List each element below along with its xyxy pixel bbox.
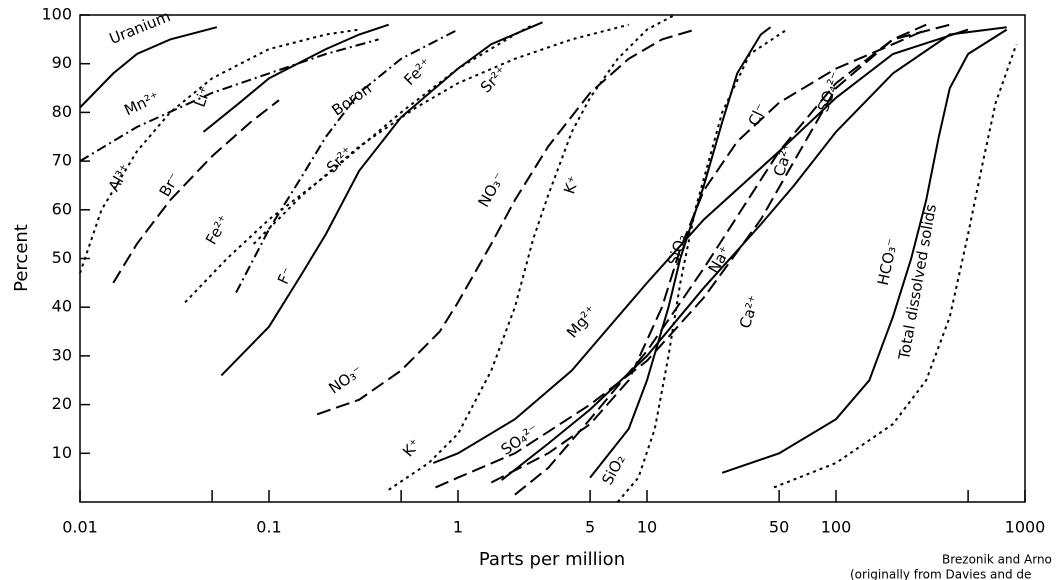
data-line xyxy=(432,28,969,464)
curve-label: Al³⁺ xyxy=(105,161,135,195)
data-line xyxy=(202,23,390,133)
data-line xyxy=(514,23,951,496)
curve-label: Boron xyxy=(329,80,375,120)
data-line xyxy=(721,28,1008,474)
x-tick-label: 10 xyxy=(637,518,657,537)
data-line xyxy=(220,21,543,377)
data-line xyxy=(79,28,360,274)
curve-label: Ca²⁺ xyxy=(736,293,764,331)
data-line xyxy=(79,38,379,162)
data-line xyxy=(435,23,927,489)
curve-label: NO₃⁻ xyxy=(475,169,509,210)
x-tick-label: 100 xyxy=(821,518,852,537)
x-tick-label: 0.01 xyxy=(62,518,98,537)
curve-label: K⁺ xyxy=(399,435,424,460)
y-tick-label: 100 xyxy=(41,5,72,24)
y-tick-label: 40 xyxy=(52,297,72,316)
x-axis-label: Parts per million xyxy=(479,549,625,570)
curve-label: K⁺ xyxy=(560,174,583,196)
y-tick-label: 50 xyxy=(52,248,72,267)
x-tick-label: 0.1 xyxy=(256,518,281,537)
data-line xyxy=(616,28,788,503)
data-line xyxy=(79,26,218,109)
data-line xyxy=(252,23,629,245)
x-tick-label: 50 xyxy=(769,518,789,537)
curve-label: Sr²⁺ xyxy=(477,63,511,97)
data-line xyxy=(235,28,459,294)
y-tick-label: 10 xyxy=(52,443,72,462)
curve-label: Mn²⁺ xyxy=(121,88,162,120)
data-line xyxy=(388,14,676,491)
curve-label: Ca²⁺ xyxy=(770,141,798,179)
y-tick-label: 60 xyxy=(52,199,72,218)
data-line xyxy=(112,99,280,284)
curve-label: SiO₂ xyxy=(664,232,691,268)
y-tick-label: 20 xyxy=(52,394,72,413)
y-tick-label: 70 xyxy=(52,151,72,170)
data-line xyxy=(773,43,1018,489)
curve-label: SiO₂ xyxy=(598,452,629,488)
curve-label: Mg²⁺ xyxy=(563,302,600,341)
curve-label: Total dissolved solids xyxy=(895,203,940,362)
y-tick-label: 30 xyxy=(52,345,72,364)
x-tick-label: 5 xyxy=(585,518,595,537)
curve-label: Sr²⁺ xyxy=(323,143,357,177)
curve-label: Fe²⁺ xyxy=(400,54,435,89)
x-tick-label: 1 xyxy=(453,518,463,537)
data-line xyxy=(316,28,696,416)
curve-label: Li⁺ xyxy=(191,84,215,109)
curve-label: Fe²⁺ xyxy=(202,212,233,248)
source-text: (originally from Davies and de xyxy=(850,568,1031,580)
data-line xyxy=(500,26,1007,481)
curve-label: NO₃⁻ xyxy=(325,362,366,398)
x-tick-label: 1000 xyxy=(1005,518,1046,537)
curve-label: F⁻ xyxy=(274,264,297,287)
y-tick-label: 80 xyxy=(52,102,72,121)
data-line xyxy=(490,28,927,484)
curve-label: Br⁻ xyxy=(156,170,184,200)
y-axis-label: Percent xyxy=(11,224,32,292)
source-text: Brezonik and Arno xyxy=(942,553,1052,567)
y-tick-label: 90 xyxy=(52,53,72,72)
curve-label: HCO₃⁻ xyxy=(874,237,901,287)
curve-label: Cl⁻ xyxy=(745,101,771,129)
